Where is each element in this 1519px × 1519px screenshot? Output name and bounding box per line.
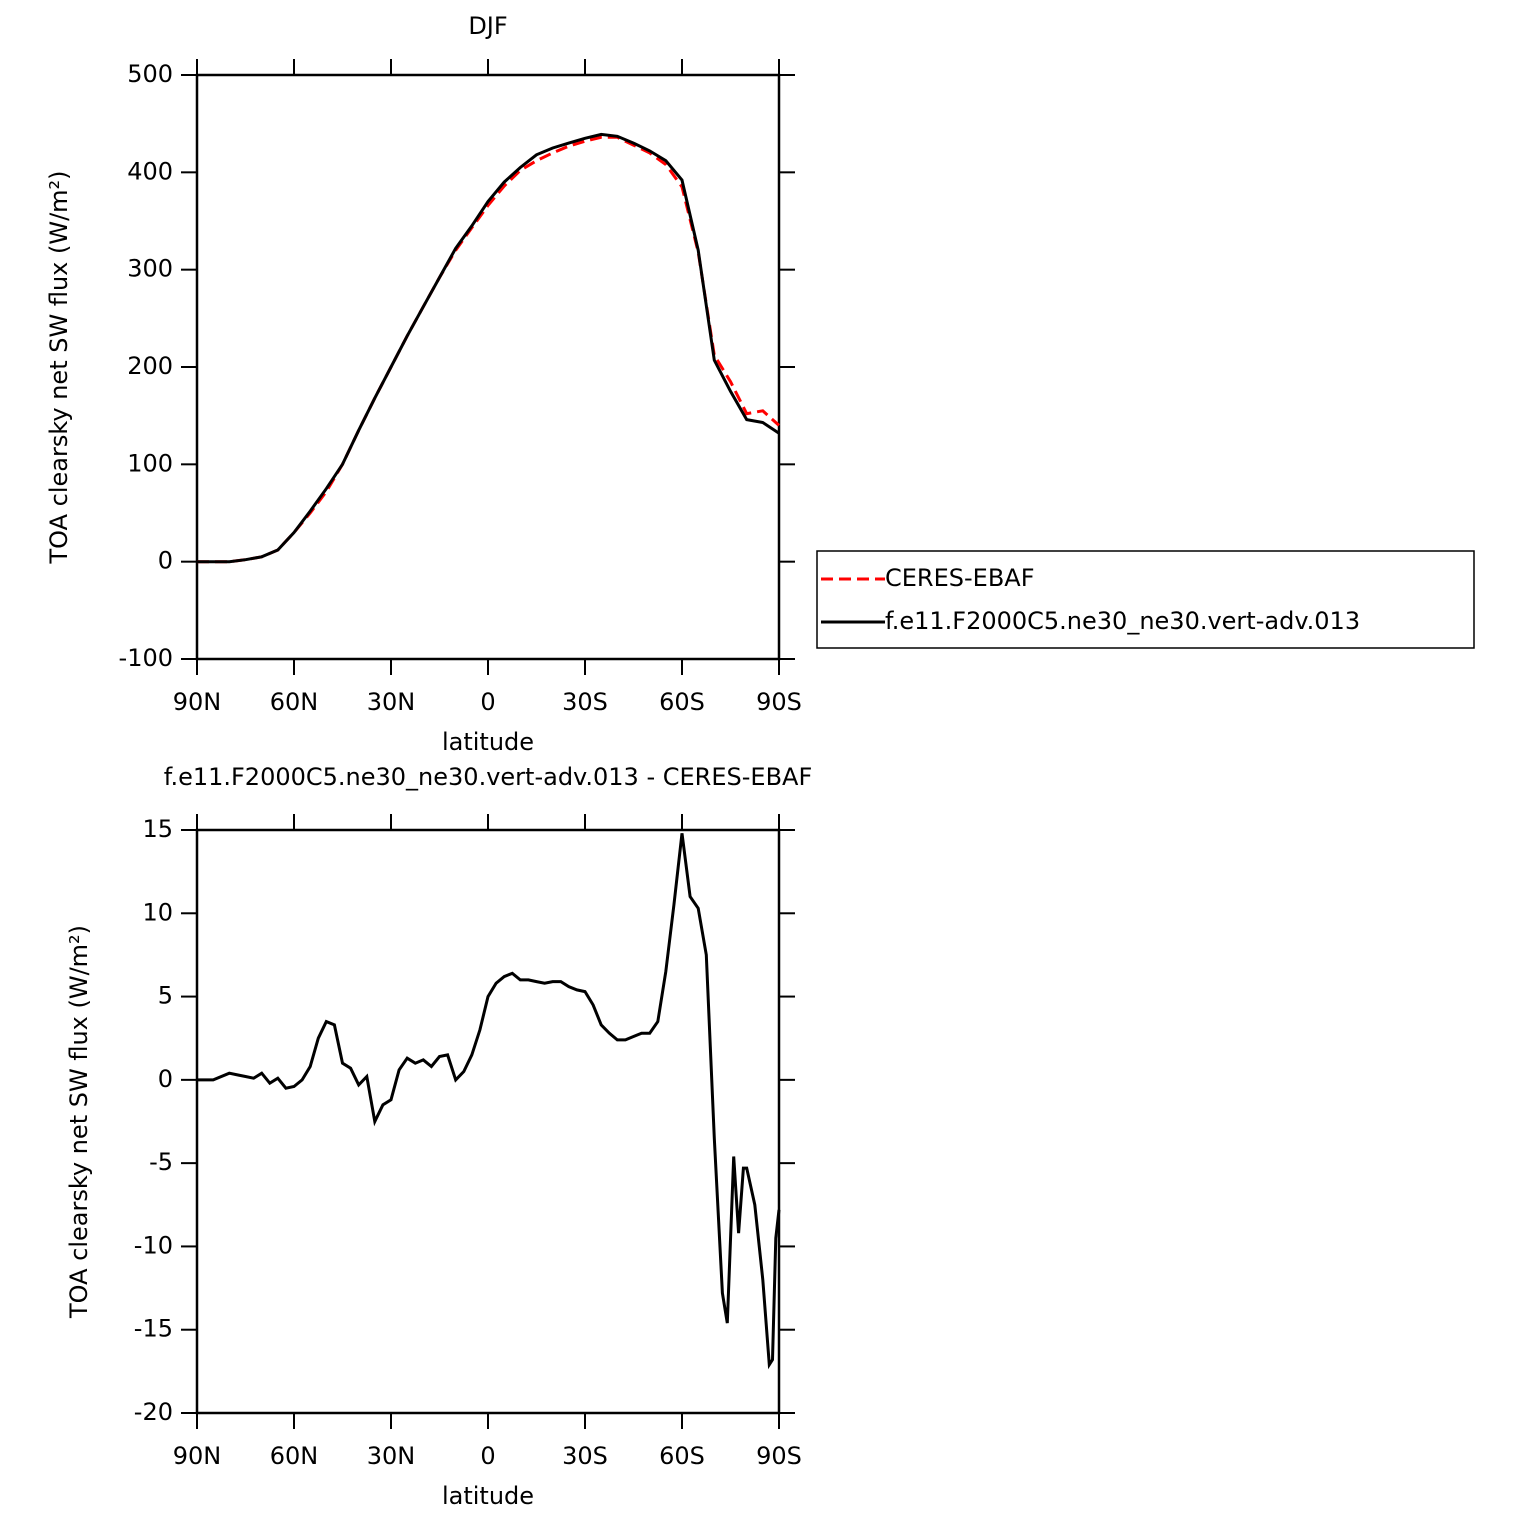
x-tick-label: 30S	[562, 688, 608, 716]
chart-title: DJF	[468, 12, 507, 40]
x-tick-label: 90S	[756, 1442, 802, 1470]
legend-box	[816, 550, 1475, 649]
y-axis-label: TOA clearsky net SW flux (W/m²)	[65, 925, 93, 1319]
data-line	[197, 132, 780, 564]
y-tick-label: 0	[158, 547, 173, 575]
chart-title: f.e11.F2000C5.ne30_ne30.vert-adv.013 - C…	[164, 763, 813, 791]
data-line	[197, 833, 781, 1370]
x-tick-label: 60N	[270, 688, 319, 716]
y-tick-label: 0	[158, 1065, 173, 1093]
x-tick-label: 60S	[659, 1442, 705, 1470]
y-tick-label: 100	[127, 449, 173, 477]
y-tick-label: -10	[134, 1231, 173, 1259]
y-tick-label: 10	[142, 898, 173, 926]
x-axis-label: latitude	[442, 1482, 534, 1510]
y-tick-label: 300	[127, 255, 173, 283]
y-tick-label: 200	[127, 352, 173, 380]
x-tick-label: 0	[480, 688, 495, 716]
y-tick-label: 400	[127, 157, 173, 185]
data-line	[197, 135, 781, 564]
y-tick-label: 500	[127, 60, 173, 88]
y-tick-label: 15	[142, 815, 173, 843]
x-tick-label: 30N	[367, 688, 416, 716]
x-tick-label: 90N	[173, 1442, 222, 1470]
x-tick-label: 0	[480, 1442, 495, 1470]
y-tick-label: -20	[134, 1398, 173, 1426]
x-tick-label: 60N	[270, 1442, 319, 1470]
legend-label: f.e11.F2000C5.ne30_ne30.vert-adv.013	[885, 607, 1360, 635]
y-tick-label: -100	[119, 644, 173, 672]
x-tick-label: 90N	[173, 688, 222, 716]
x-tick-label: 60S	[659, 688, 705, 716]
x-tick-label: 30S	[562, 1442, 608, 1470]
legend-label: CERES-EBAF	[885, 564, 1035, 592]
y-tick-label: -5	[149, 1148, 173, 1176]
y-axis-label: TOA clearsky net SW flux (W/m²)	[45, 170, 73, 564]
y-tick-label: 5	[158, 982, 173, 1010]
x-tick-label: 90S	[756, 688, 802, 716]
x-axis-label: latitude	[442, 728, 534, 756]
plot-frame	[195, 73, 781, 661]
x-tick-label: 30N	[367, 1442, 416, 1470]
y-tick-label: -15	[134, 1315, 173, 1343]
plot-frame	[195, 828, 781, 1415]
